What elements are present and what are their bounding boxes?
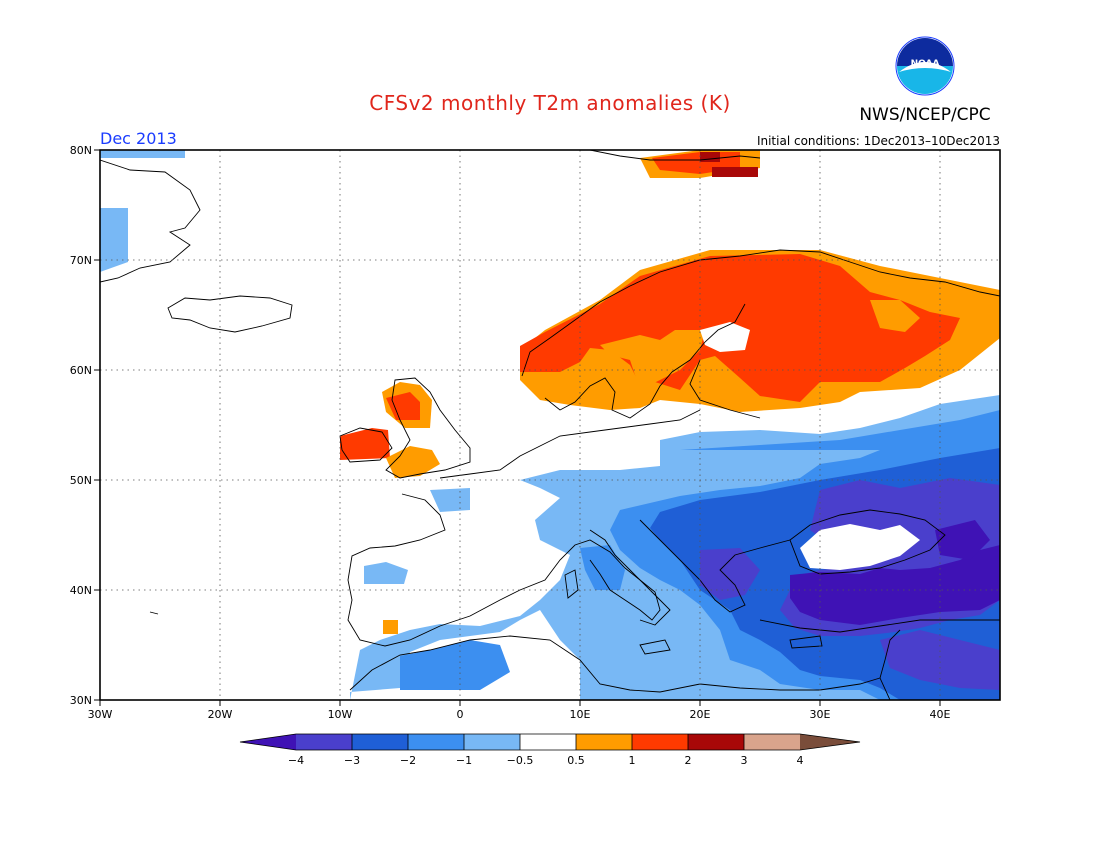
colorbar-label: 3	[741, 754, 748, 767]
lat-label: 50N	[70, 474, 92, 487]
lon-label: 20W	[208, 708, 233, 721]
colorbar-label: −3	[344, 754, 360, 767]
colorbar-label: 4	[797, 754, 804, 767]
lat-label: 70N	[70, 254, 92, 267]
colorbar-swatch	[352, 734, 408, 750]
initial-conditions-label: Initial conditions: 1Dec2013–10Dec2013	[757, 134, 1000, 148]
lat-label: 40N	[70, 584, 92, 597]
map-title: CFSv2 monthly T2m anomalies (K)	[369, 91, 731, 115]
colorbar-swatch	[296, 734, 352, 750]
colorbar-swatch	[744, 734, 800, 750]
anomaly-shading	[100, 150, 1000, 700]
colorbar-label: 1	[629, 754, 636, 767]
lon-label: 30W	[88, 708, 113, 721]
colorbar-swatch	[408, 734, 464, 750]
period-label: Dec 2013	[100, 129, 177, 148]
longitude-labels: 30W 20W 10W 0 10E 20E 30E 40E	[88, 708, 951, 721]
colorbar-swatch	[632, 734, 688, 750]
colorbar-label: −0.5	[507, 754, 534, 767]
lon-label: 0	[457, 708, 464, 721]
lat-label: 30N	[70, 694, 92, 707]
axis-ticks	[94, 149, 941, 706]
lon-label: 10E	[570, 708, 591, 721]
colorbar-label: 2	[685, 754, 692, 767]
latitude-labels: 80N 70N 60N 50N 40N 30N	[70, 144, 92, 707]
noaa-logo-text: NOAA	[911, 59, 940, 69]
colorbar-label: 0.5	[567, 754, 585, 767]
colorbar-label: −4	[288, 754, 304, 767]
lat-label: 60N	[70, 364, 92, 377]
lon-label: 10W	[328, 708, 353, 721]
lat-label: 80N	[70, 144, 92, 157]
coastlines	[100, 150, 1000, 700]
map-frame	[99, 149, 1001, 701]
colorbar-label: −2	[400, 754, 416, 767]
gridlines	[100, 150, 1000, 700]
lon-label: 40E	[930, 708, 951, 721]
lon-label: 20E	[690, 708, 711, 721]
colorbar-left-arrow	[240, 734, 296, 750]
colorbar-swatch	[520, 734, 576, 750]
colorbar: −4 −3 −2 −1 −0.5 0.5 1 2 3 4	[239, 733, 861, 767]
agency-label: NWS/NCEP/CPC	[859, 105, 990, 125]
colorbar-label: −1	[456, 754, 472, 767]
colorbar-swatch	[576, 734, 632, 750]
colorbar-swatch	[464, 734, 520, 750]
colorbar-swatch	[688, 734, 744, 750]
noaa-logo: NOAA	[895, 36, 955, 96]
colorbar-right-arrow	[800, 734, 860, 750]
lon-label: 30E	[810, 708, 831, 721]
